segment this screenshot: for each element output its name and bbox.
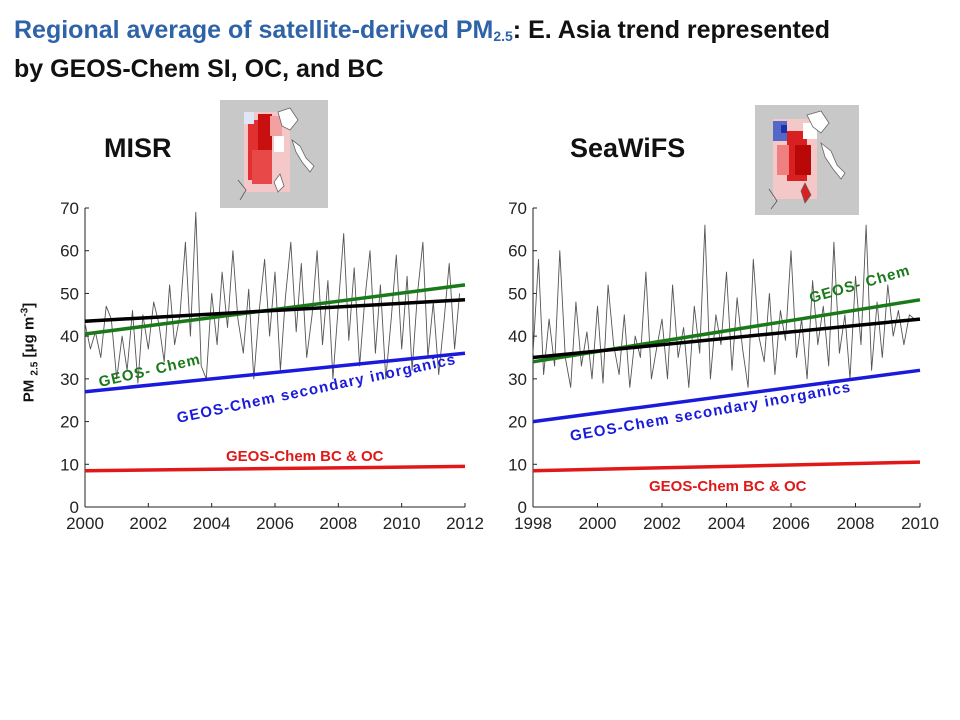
misr-y-tick-label: 40 xyxy=(60,327,79,346)
seawifs-x-tick-label: 2008 xyxy=(837,514,875,533)
seawifs-x-tick-label: 2010 xyxy=(901,514,939,533)
y-axis-label: PM 2.5 [μg m-3] xyxy=(20,273,41,433)
seawifs-series-bcoc-trend xyxy=(532,460,921,473)
misr-series-observed-trend xyxy=(84,298,466,323)
misr-x-tick-label: 2004 xyxy=(193,514,231,533)
misr-x-tick-label: 2012 xyxy=(446,514,484,533)
misr-x-tick-label: 2002 xyxy=(129,514,167,533)
seawifs-label-bcoc: GEOS-Chem BC & OC xyxy=(649,478,807,495)
slide-title: Regional average of satellite-derived PM… xyxy=(14,14,949,86)
misr-map-thumbnail xyxy=(220,100,328,208)
seawifs-label-geos-chem: GEOS- Chem xyxy=(807,262,912,307)
misr-series-bcoc-trend xyxy=(84,464,466,473)
misr-x-tick-label: 2006 xyxy=(256,514,294,533)
misr-y-tick-label: 60 xyxy=(60,242,79,261)
misr-x-tick-label: 2008 xyxy=(319,514,357,533)
misr-y-tick-label: 30 xyxy=(60,370,79,389)
title-line2: by GEOS-Chem SI, OC, and BC xyxy=(14,55,384,83)
misr-series-inorganics-trend xyxy=(84,351,466,394)
misr-x-tick-label: 2010 xyxy=(383,514,421,533)
y-label-main: PM xyxy=(20,375,38,403)
title-main: Regional average of satellite-derived PM xyxy=(14,16,494,44)
seawifs-x-tick-label: 2000 xyxy=(579,514,617,533)
misr-plot-area: 0 10 20 30 40 50 60 70 2000 2002 2004 2006 2008 2010 2… xyxy=(60,199,484,533)
seawifs-plot-area: 0 10 20 30 40 50 60 70 1998 2000 2002 2004 2006 2008 2… xyxy=(508,199,939,533)
panel-title-misr: MISR xyxy=(104,133,172,163)
seawifs-x-tick-label: 2004 xyxy=(708,514,746,533)
seawifs-series-observed-trend xyxy=(532,317,921,360)
panel-title-seawifs: SeaWiFS xyxy=(570,133,686,163)
seawifs-series-observed xyxy=(532,224,915,388)
misr-y-tick-label: 70 xyxy=(60,199,79,218)
seawifs-x-tick-label: 2002 xyxy=(643,514,681,533)
misr-y-tick-label: 0 xyxy=(70,498,79,517)
misr-series-observed xyxy=(84,211,461,384)
seawifs-map-thumbnail xyxy=(755,105,859,215)
title-subscript: 2.5 xyxy=(493,28,513,44)
seawifs-x-tick-label: 1998 xyxy=(514,514,552,533)
seawifs-y-tick-label: 10 xyxy=(508,455,527,474)
seawifs-chart: 0 10 20 30 40 50 60 70 1998 2000 2002 2004 2006 2008 2… xyxy=(508,199,939,533)
misr-label-bcoc: GEOS-Chem BC & OC xyxy=(226,448,384,465)
seawifs-y-tick-label: 0 xyxy=(518,498,527,517)
misr-x-tick-label: 2000 xyxy=(66,514,104,533)
misr-chart: 0 10 20 30 40 50 60 70 2000 2002 2004 2006 2008 2010 2… xyxy=(60,199,484,533)
y-label-sup: -3 xyxy=(19,307,31,317)
seawifs-x-tick-label: 2006 xyxy=(772,514,810,533)
seawifs-y-tick-label: 40 xyxy=(508,327,527,346)
seawifs-y-tick-label: 50 xyxy=(508,284,527,303)
title-rest: : E. Asia trend represented xyxy=(512,16,831,44)
y-label-end: ] xyxy=(20,302,38,308)
misr-y-tick-label: 10 xyxy=(60,455,79,474)
seawifs-y-tick-label: 20 xyxy=(508,413,527,432)
misr-label-inorganics: GEOS-Chem secondary inorganics xyxy=(175,351,458,427)
seawifs-y-tick-label: 70 xyxy=(508,199,527,218)
misr-y-tick-label: 50 xyxy=(60,284,79,303)
y-label-mid: [μg m xyxy=(20,316,38,362)
seawifs-series-inorganics-trend xyxy=(532,368,921,424)
misr-y-tick-label: 20 xyxy=(60,413,79,432)
y-label-sub: 2.5 xyxy=(29,361,41,376)
seawifs-y-tick-label: 60 xyxy=(508,242,527,261)
seawifs-y-tick-label: 30 xyxy=(508,370,527,389)
